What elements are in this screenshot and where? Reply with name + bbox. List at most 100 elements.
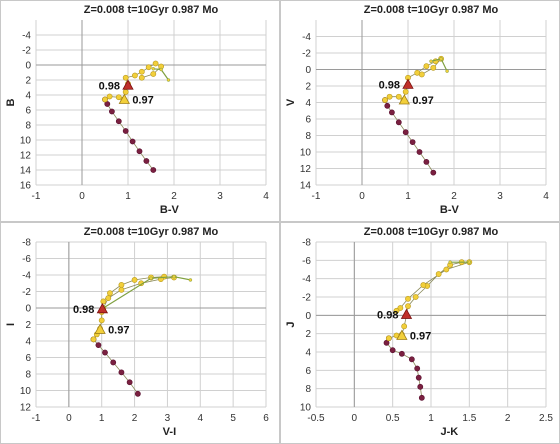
y-tick-label: 2 (25, 320, 31, 331)
series-point (417, 383, 424, 390)
y-tick-label: -4 (302, 32, 311, 43)
chart-title: Z=0.008 t=10Gyr 0.987 Mo (364, 226, 499, 238)
y-tick-label: 8 (305, 131, 311, 142)
x-tick-label: 1 (428, 413, 434, 424)
x-tick-label: 1 (99, 413, 105, 424)
series-point (107, 290, 113, 297)
x-tick-label: 6 (263, 413, 269, 424)
series-point (90, 336, 97, 343)
y-tick-label: -2 (22, 287, 31, 298)
x-tick-label: -1 (32, 413, 41, 424)
series-point (129, 138, 136, 145)
series-point (152, 60, 159, 67)
y-tick-label: 4 (25, 337, 31, 348)
series-point (138, 68, 145, 75)
series-point (389, 347, 396, 354)
series-point (159, 67, 163, 72)
y-tick-label: -2 (302, 293, 311, 304)
series-point (430, 169, 437, 176)
series-point (397, 305, 404, 311)
series-line-1 (388, 261, 470, 339)
series-line-2 (103, 276, 191, 309)
series-point (423, 63, 430, 70)
x-tick-label: 4 (198, 413, 204, 424)
y-tick-label: 6 (305, 115, 311, 126)
y-tick-label: -8 (302, 238, 311, 249)
series-point (110, 359, 117, 366)
y-tick-label: -2 (22, 46, 31, 57)
series-point (150, 167, 157, 173)
mass-marker-triangle (402, 78, 414, 89)
series-point (122, 74, 129, 81)
y-tick-label: 12 (300, 164, 312, 175)
series-point (166, 78, 171, 82)
y-tick-label: -4 (22, 271, 31, 282)
series-point (131, 277, 138, 283)
mass-marker-label: 0.98 (99, 80, 120, 92)
y-tick-label: -2 (302, 49, 311, 60)
y-tick-label: 10 (20, 386, 32, 397)
series-point (100, 298, 107, 305)
series-point (126, 379, 133, 386)
series-point (401, 323, 408, 330)
mass-marker-triangle (96, 303, 109, 314)
series-point (448, 260, 452, 264)
series-point (389, 109, 395, 116)
series-point (143, 158, 150, 164)
y-tick-label: 12 (20, 403, 32, 414)
series-point (145, 64, 152, 71)
chart-panel-i-vi: -1 0 1 2 3 4 5 6 -8 -6 -4 -2 0 2 4 6 8 10 12 Z=0.008 t=10Gy… (0, 222, 280, 444)
y-tick-label: 0 (305, 311, 311, 322)
series-point (408, 356, 415, 363)
mass-marker-label: 0.98 (73, 304, 94, 316)
y-tick-label: -8 (22, 238, 31, 249)
series-point (445, 69, 449, 73)
series-point (439, 57, 443, 61)
series-point (393, 307, 400, 314)
y-axis-label: I (5, 323, 17, 326)
series-point (138, 74, 145, 81)
x-axis-label: V-I (163, 426, 176, 438)
x-tick-label: 2 (505, 413, 511, 424)
series-point (131, 72, 138, 79)
x-tick-label: 2 (132, 413, 138, 424)
x-tick-label: 0 (352, 413, 358, 424)
series-point (115, 118, 122, 125)
x-tick-label: 4 (263, 191, 269, 202)
series-point (104, 101, 111, 107)
series-point (136, 148, 143, 155)
chart-j-vs-jk: -0.5 0 0.5 1 1.5 2 2.5 -8 -6 -4 -2 0 2 4 6 8 10 Z=0.008 t… (285, 226, 553, 438)
series-point (420, 282, 427, 288)
series-point (418, 71, 425, 78)
series-point (430, 64, 437, 71)
x-tick-label: 2 (171, 191, 177, 202)
series-point (398, 350, 405, 357)
x-tick-label: 4 (543, 191, 549, 202)
y-tick-label: -4 (22, 31, 31, 42)
mass-marker-label: 0.97 (132, 95, 153, 107)
x-tick-label: 0 (359, 191, 365, 202)
y-tick-label: 2 (305, 82, 311, 93)
series-point (395, 119, 402, 126)
series-point (386, 93, 393, 100)
x-tick-label: 0 (79, 191, 85, 202)
series-point (435, 271, 442, 277)
x-axis-label: B-V (440, 204, 460, 216)
x-tick-label: 0 (66, 413, 72, 424)
chart-title: Z=0.008 t=10Gyr 0.987 Mo (84, 4, 219, 16)
series-point (118, 369, 125, 376)
chart-panel-b-bv: -1 0 1 2 3 4 -4 -2 0 2 4 6 8 10 12 14 16 Z=0.008 t=10Gyr … (0, 0, 280, 222)
y-tick-label: 14 (300, 181, 312, 192)
x-tick-label: 3 (165, 413, 171, 424)
y-tick-label: 14 (20, 166, 32, 177)
chart-panel-v-bv: -1 0 1 2 3 4 -4 -2 0 2 4 6 8 10 12 14 Z=0.008 t=10Gyr 0.… (280, 0, 560, 222)
y-tick-label: 4 (305, 348, 311, 359)
mass-marker-label: 0.98 (379, 79, 400, 91)
mass-marker-triangle (398, 94, 410, 105)
series-point (429, 59, 433, 63)
series-point (122, 89, 129, 95)
series-point (443, 266, 450, 273)
series-point (115, 94, 122, 101)
series-point (405, 303, 411, 310)
